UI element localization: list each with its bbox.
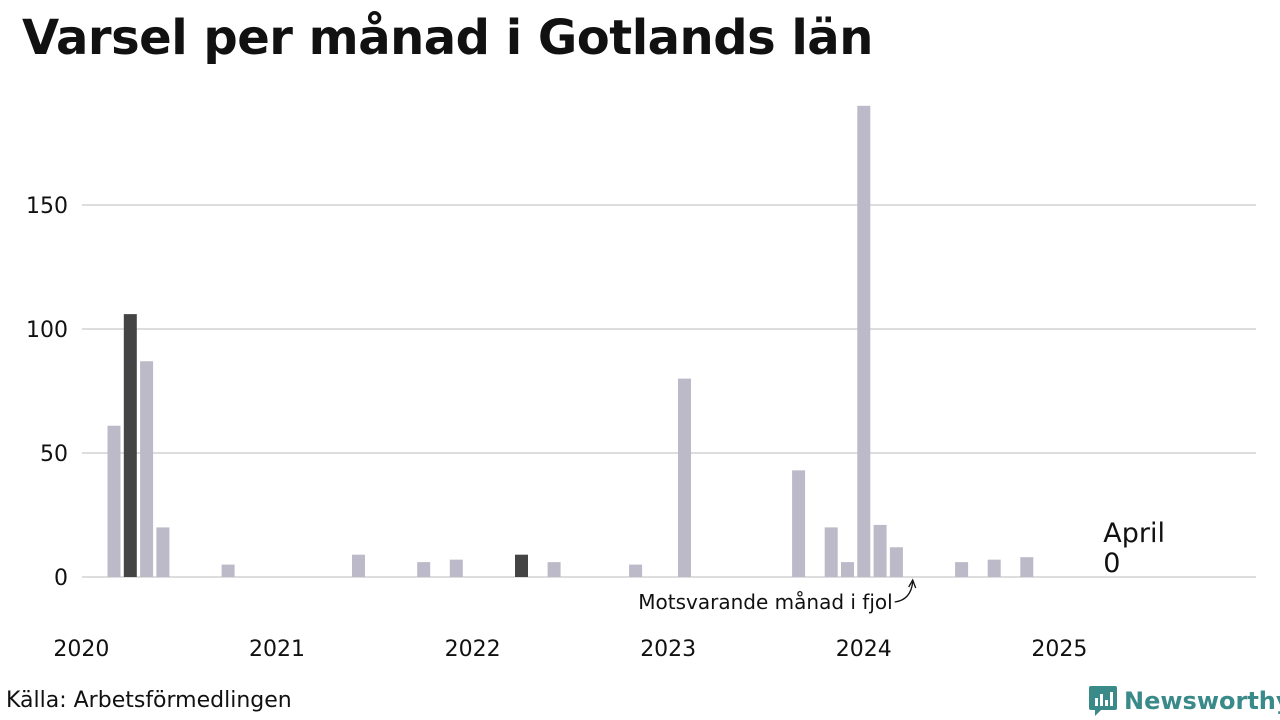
- bar-2024-07: [955, 562, 969, 577]
- bar-2023-12: [841, 562, 854, 577]
- bar-2020-03: [107, 425, 121, 577]
- y-tick-label: 0: [54, 566, 68, 591]
- y-axis-ticks: 0 50 100 150: [26, 194, 68, 591]
- newsworthy-logo-icon: [1089, 686, 1117, 716]
- bar-2022-04: [515, 554, 528, 577]
- last-year-arrow: [894, 581, 914, 603]
- y-tick-label: 100: [26, 318, 68, 343]
- gridlines: [82, 204, 1256, 578]
- bar-2022-11: [629, 564, 643, 577]
- bar-2022-06: [547, 562, 561, 577]
- bar-2024-01: [857, 105, 871, 578]
- x-tick-label: 2022: [445, 637, 501, 662]
- bar-2024-03: [889, 547, 903, 577]
- last-year-arrowhead: [908, 578, 917, 589]
- x-tick-label: 2020: [53, 637, 109, 662]
- bar-2020-05: [140, 361, 154, 577]
- chart-title: Varsel per månad i Gotlands län: [22, 10, 873, 66]
- x-tick-label: 2025: [1031, 637, 1087, 662]
- bar-2024-09: [987, 559, 1001, 577]
- bar-2021-12: [449, 559, 463, 577]
- bar-2020-06: [156, 527, 170, 577]
- bar-2023-11: [824, 527, 838, 577]
- x-tick-label: 2024: [836, 637, 892, 662]
- bar-2023-09: [792, 470, 806, 577]
- x-tick-label: 2023: [640, 637, 696, 662]
- current-month-label: April: [1103, 518, 1165, 549]
- bar-2023-02: [678, 378, 691, 577]
- newsworthy-logo: Newsworthy: [1088, 684, 1280, 718]
- x-tick-label: 2021: [249, 637, 305, 662]
- bar-2024-02: [873, 524, 887, 577]
- source-note: Källa: Arbetsförmedlingen: [6, 688, 292, 713]
- x-axis-ticks: 2020 2021 2022 2023 2024 2025: [53, 637, 1087, 662]
- current-month-value: 0: [1103, 548, 1120, 579]
- y-tick-label: 150: [26, 194, 68, 219]
- last-year-annotation: Motsvarande månad i fjol: [638, 590, 892, 614]
- y-tick-label: 50: [40, 442, 68, 467]
- logo-text: Newsworthy: [1124, 687, 1280, 715]
- bars: [107, 105, 1034, 578]
- bar-2020-04: [123, 314, 137, 577]
- bar-2024-11: [1020, 557, 1034, 577]
- bar-chart: 0 50 100 150 2020 2021 2022 2023 2024 2025 April…: [26, 105, 1256, 662]
- bar-2020-10: [221, 564, 235, 577]
- bar-2021-06: [352, 554, 365, 577]
- bar-2021-10: [417, 562, 431, 577]
